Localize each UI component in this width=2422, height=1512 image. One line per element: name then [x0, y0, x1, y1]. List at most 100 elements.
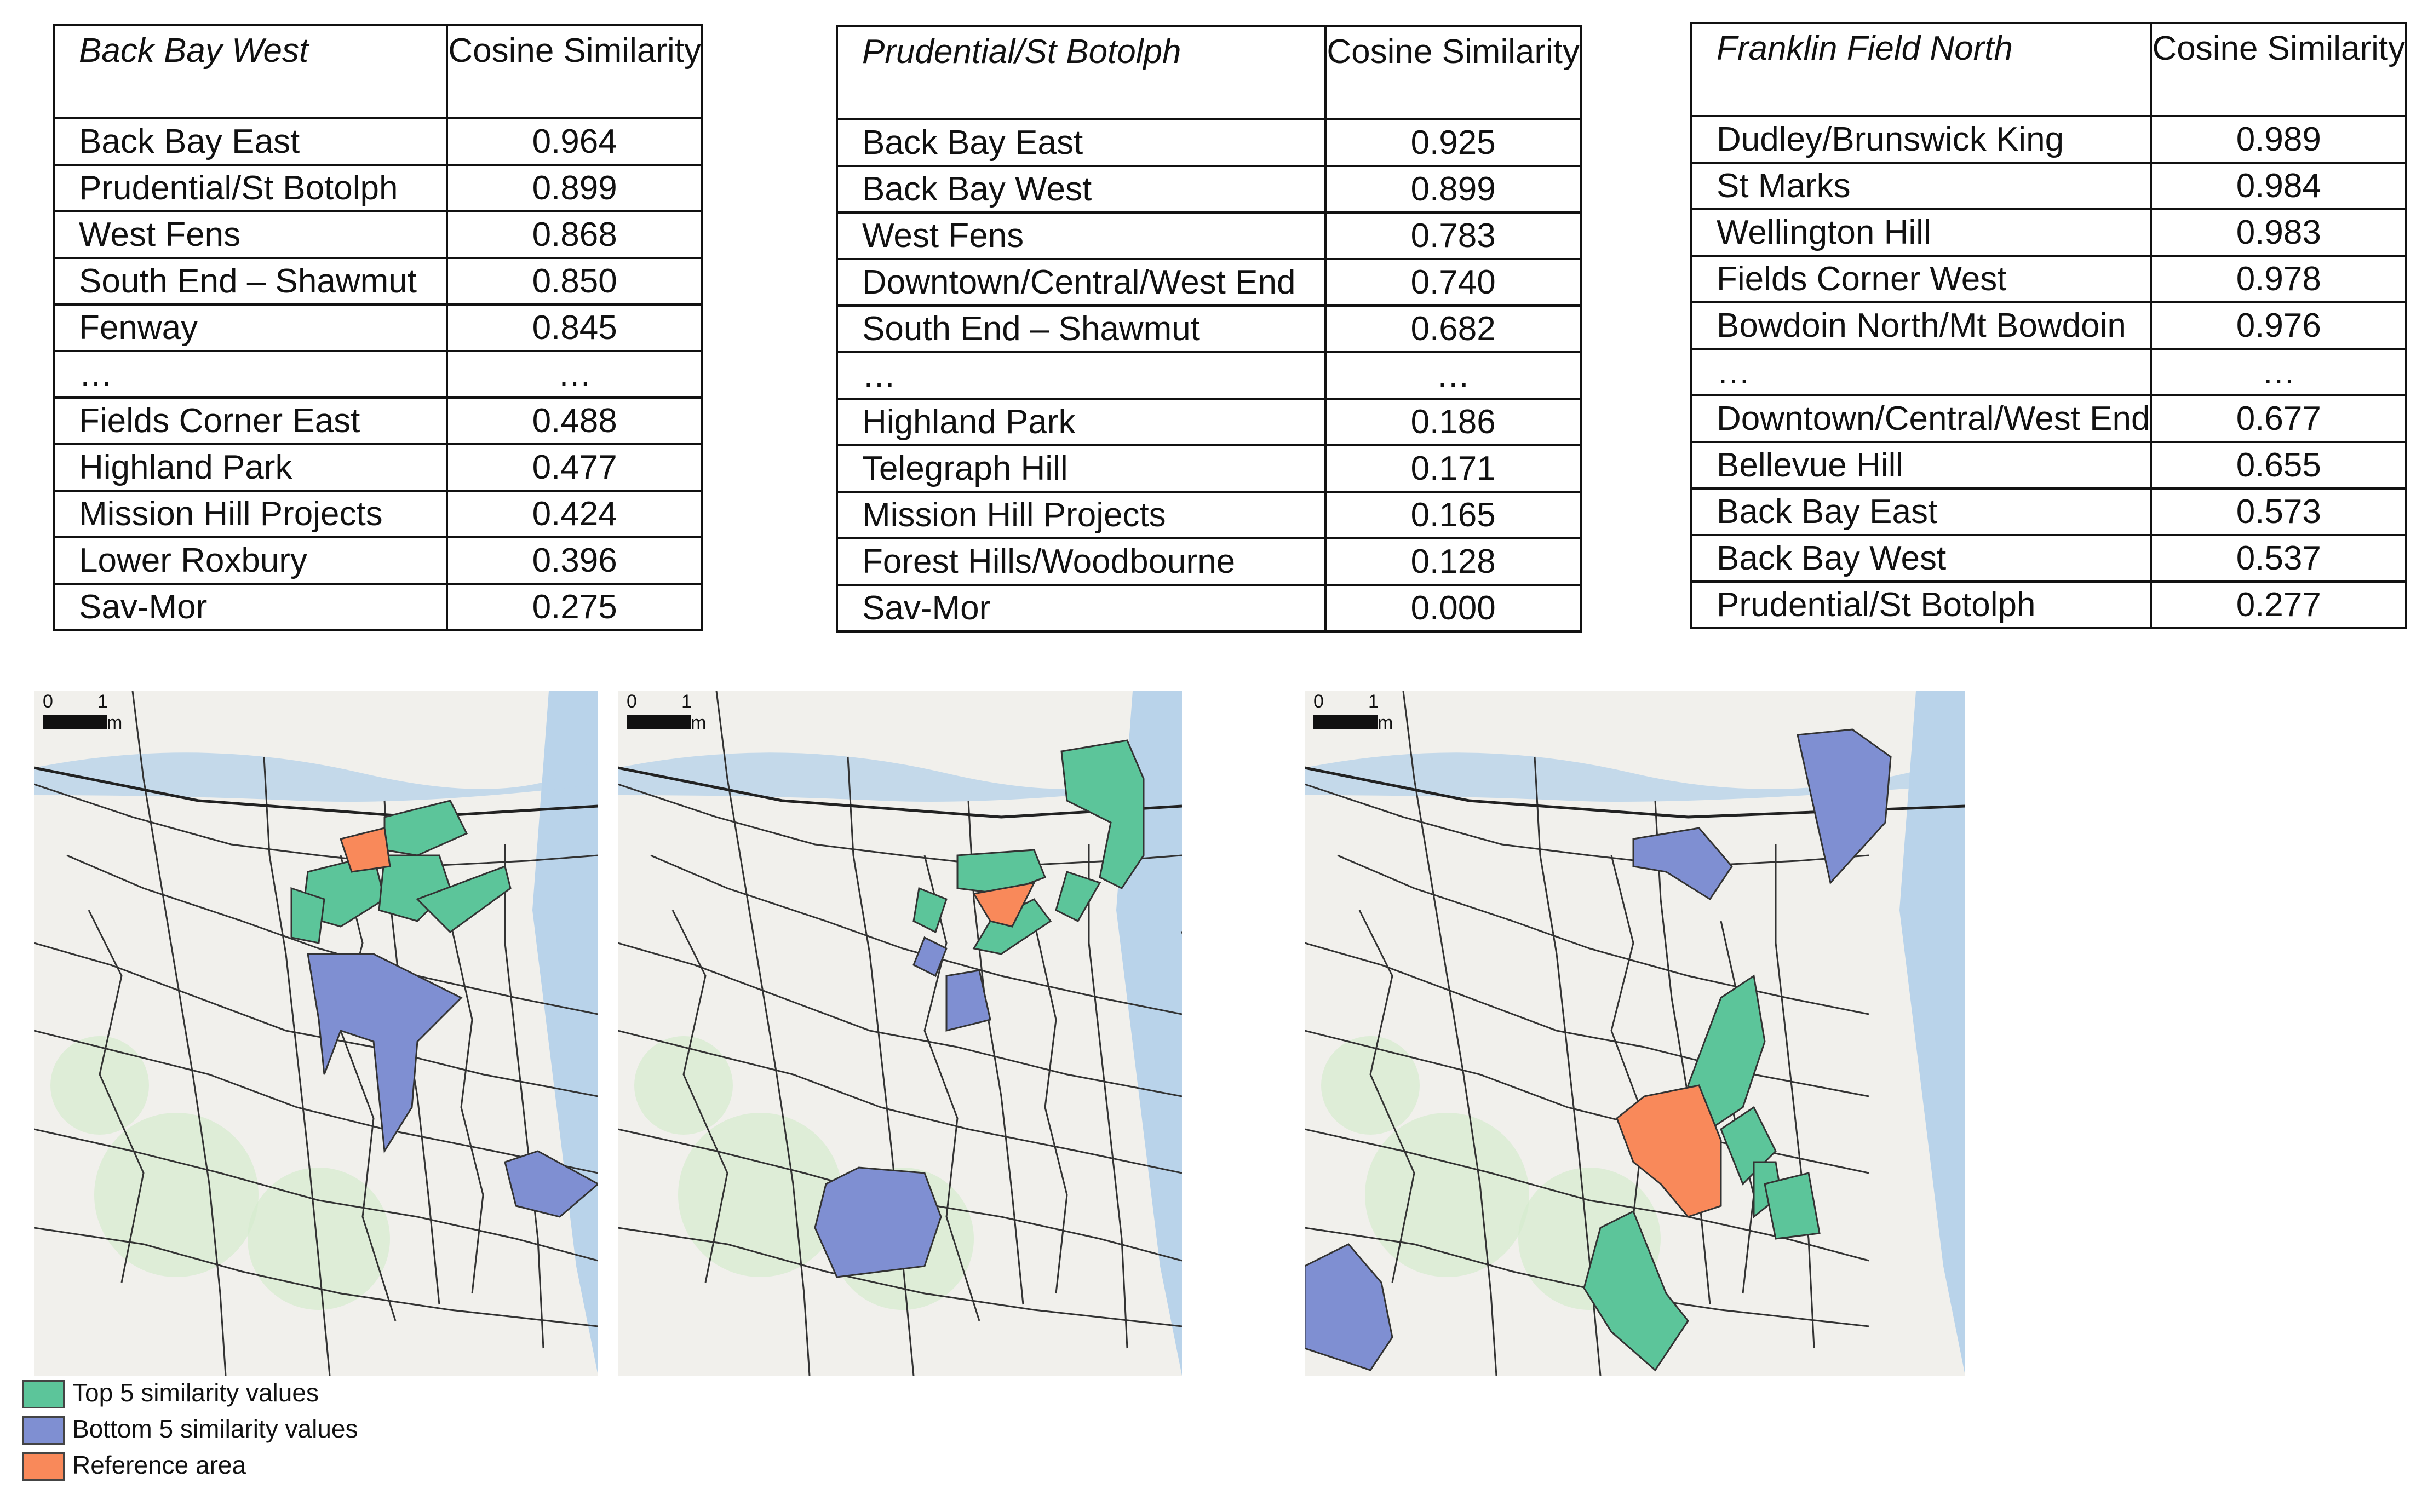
neighbourhood-boundary	[1358, 910, 1415, 1283]
table-row: Bowdoin North/Mt Bowdoin 0.976	[1690, 301, 2408, 350]
area-name-cell: Sav-Mor	[52, 583, 449, 631]
table-row: Downtown/Central/West End 0.677	[1690, 394, 2408, 443]
table-row: Wellington Hill 0.983	[1690, 208, 2408, 257]
similarity-value-cell: 0.186	[1324, 398, 1582, 446]
similarity-value-cell: 0.740	[1324, 258, 1582, 307]
similarity-value-cell: 0.925	[1324, 118, 1582, 167]
top5-area	[1055, 871, 1101, 922]
table-header-row: Back Bay West Cosine Similarity	[52, 24, 703, 119]
water-area	[1899, 691, 1965, 1376]
top5-area	[1060, 739, 1145, 889]
similarity-value-cell: 0.868	[446, 210, 703, 259]
cosine-similarity-heading: Cosine Similarity	[2150, 22, 2408, 117]
neighbourhood-boundary	[618, 1227, 1182, 1327]
area-name-cell: Bowdoin North/Mt Bowdoin	[1690, 301, 2153, 350]
area-name-cell: Highland Park	[52, 443, 449, 492]
similarity-value-cell: 0.655	[2150, 441, 2408, 490]
area-name-cell: Fields Corner West	[1690, 255, 2153, 303]
similarity-value-cell: 0.275	[446, 583, 703, 631]
area-name-cell: Lower Roxbury	[52, 536, 449, 585]
area-name-cell: South End – Shawmut	[52, 257, 449, 306]
area-name-cell: St Marks	[1690, 162, 2153, 210]
neighbourhood-boundary	[34, 942, 598, 1097]
table-row: Highland Park 0.186	[835, 398, 1582, 446]
table-row: ……	[1690, 348, 2408, 396]
neighbourhood-boundary	[34, 1128, 598, 1262]
water-area	[532, 691, 598, 1376]
table-row: Sav-Mor 0.275	[52, 583, 703, 631]
cosine-similarity-heading: Cosine Similarity	[446, 24, 703, 119]
similarity-value-cell: 0.984	[2150, 162, 2408, 210]
area-name-cell: …	[52, 350, 449, 399]
reference-area	[340, 827, 391, 873]
reference-area-heading: Back Bay West	[52, 24, 449, 119]
table-row: Downtown/Central/West End 0.740	[835, 258, 1582, 307]
bottom5-area	[945, 969, 991, 1032]
scale-start-label: 0	[627, 691, 637, 712]
reference-area	[972, 881, 1036, 928]
neighbourhood-boundary	[618, 1030, 1182, 1174]
table-row: Dudley/Brunswick King 0.989	[1690, 115, 2408, 164]
bottom5-area	[1305, 1243, 1393, 1371]
park-area	[248, 1168, 390, 1310]
scale-start-label: 0	[43, 691, 53, 712]
neighbourhood-boundary	[340, 855, 397, 1321]
top5-area	[1764, 1172, 1821, 1240]
table-row: Back Bay West 0.899	[835, 165, 1582, 214]
top5-area	[1687, 974, 1766, 1131]
area-name-cell: Telegraph Hill	[835, 444, 1327, 493]
legend-item-top5: Top 5 similarity values	[22, 1375, 358, 1411]
neighbourhood-boundary	[715, 691, 811, 1376]
bottom5-area	[307, 953, 463, 1154]
similarity-value-cell: …	[2150, 348, 2408, 396]
table-row: ……	[52, 350, 703, 399]
park-area	[50, 1036, 149, 1135]
legend-item-reference: Reference area	[22, 1447, 358, 1483]
scale-bar-graphic	[627, 715, 691, 729]
similarity-value-cell: …	[1324, 351, 1582, 400]
park-area	[94, 1113, 259, 1277]
table-row: Back Bay East 0.964	[52, 117, 703, 166]
bottom5-area	[1632, 827, 1733, 901]
area-name-cell: Back Bay West	[1690, 534, 2153, 583]
similarity-value-cell: 0.165	[1324, 491, 1582, 539]
similarity-value-cell: 0.682	[1324, 304, 1582, 353]
area-name-cell: Prudential/St Botolph	[1690, 580, 2153, 629]
neighbourhood-boundary	[34, 783, 598, 867]
map-legend: Top 5 similarity values Bottom 5 similar…	[22, 1375, 358, 1483]
neighbourhood-boundary	[504, 844, 544, 1349]
park-area	[1365, 1113, 1529, 1277]
table-row: St Marks 0.984	[1690, 162, 2408, 210]
similarity-table-2: Prudential/St Botolph Cosine Similarity Ba…	[835, 25, 1582, 633]
table-row: Back Bay East 0.573	[1690, 487, 2408, 536]
cosine-similarity-heading: Cosine Similarity	[1324, 25, 1582, 120]
reference-area	[1616, 1084, 1722, 1218]
table-row: Mission Hill Projects 0.165	[835, 491, 1582, 539]
rail-line	[34, 766, 598, 819]
similarity-table-3: Franklin Field North Cosine Similarity Dud…	[1690, 22, 2408, 629]
area-name-cell: Bellevue Hill	[1690, 441, 2153, 490]
table-header-row: Franklin Field North Cosine Similarity	[1690, 22, 2408, 117]
area-name-cell: West Fens	[52, 210, 449, 259]
similarity-table-1: Back Bay West Cosine Similarity Back Bay E…	[52, 24, 703, 631]
scale-start-label: 0	[1313, 691, 1324, 712]
similarity-value-cell: 0.424	[446, 490, 703, 538]
bottom5-area	[814, 1166, 942, 1278]
top5-area	[1583, 1210, 1689, 1372]
legend-label-reference: Reference area	[72, 1451, 246, 1479]
area-name-cell: Back Bay West	[835, 165, 1327, 214]
similarity-value-cell: 0.899	[1324, 165, 1582, 214]
legend-label-top5: Top 5 similarity values	[72, 1378, 319, 1407]
neighbourhood-map	[618, 691, 1182, 1376]
table-row: South End – Shawmut 0.850	[52, 257, 703, 306]
similarity-value-cell: 0.976	[2150, 301, 2408, 350]
river	[618, 752, 1182, 802]
neighbourhood-boundary	[1305, 1128, 1869, 1262]
area-name-cell: Prudential/St Botolph	[52, 164, 449, 212]
neighbourhood-boundary	[1337, 854, 1869, 1015]
similarity-value-cell: 0.171	[1324, 444, 1582, 493]
neighbourhood-boundary	[263, 756, 331, 1376]
reference-area-heading: Franklin Field North	[1690, 22, 2153, 117]
neighbourhood-boundary	[34, 1030, 598, 1174]
